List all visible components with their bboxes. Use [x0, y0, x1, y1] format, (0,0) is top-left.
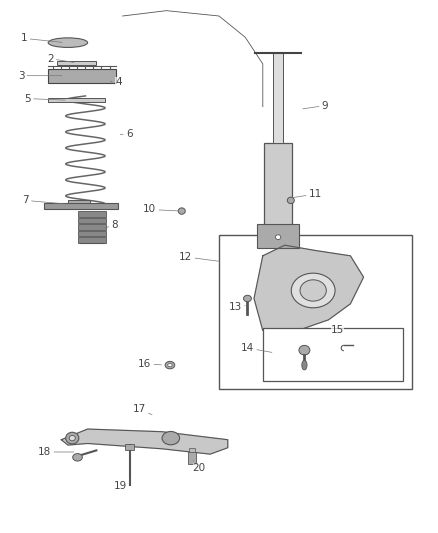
Ellipse shape: [178, 208, 185, 214]
Ellipse shape: [168, 364, 172, 367]
Ellipse shape: [66, 432, 79, 444]
Ellipse shape: [276, 235, 281, 240]
Text: 7: 7: [22, 196, 65, 205]
Text: 10: 10: [143, 205, 178, 214]
Text: 5: 5: [24, 94, 65, 103]
Ellipse shape: [165, 361, 175, 369]
Bar: [78, 212, 106, 217]
Polygon shape: [61, 429, 228, 454]
Ellipse shape: [244, 295, 251, 302]
Text: 20: 20: [193, 461, 206, 473]
Bar: [125, 444, 134, 450]
Bar: [188, 452, 196, 464]
Ellipse shape: [299, 345, 310, 355]
Bar: [219, 235, 412, 389]
Ellipse shape: [73, 454, 82, 461]
Text: 14: 14: [241, 343, 272, 353]
Text: 17: 17: [133, 405, 152, 415]
Text: 6: 6: [120, 130, 133, 139]
Bar: [78, 231, 106, 236]
Text: 13: 13: [229, 302, 245, 312]
Text: 18: 18: [38, 447, 74, 457]
Bar: [68, 200, 90, 203]
Bar: [189, 448, 195, 452]
Ellipse shape: [300, 280, 326, 301]
Text: 12: 12: [179, 252, 220, 262]
Ellipse shape: [162, 432, 180, 445]
Ellipse shape: [69, 435, 75, 441]
Bar: [257, 224, 300, 248]
Bar: [48, 98, 105, 102]
Bar: [44, 203, 118, 209]
Bar: [78, 237, 106, 243]
Text: 4: 4: [110, 77, 122, 86]
Text: 8: 8: [105, 220, 118, 230]
Ellipse shape: [302, 360, 307, 370]
Text: 19: 19: [114, 480, 130, 491]
Text: 1: 1: [21, 34, 62, 43]
Text: 11: 11: [291, 189, 322, 199]
Bar: [57, 61, 96, 65]
Ellipse shape: [291, 273, 335, 308]
Bar: [48, 69, 116, 83]
Bar: [263, 328, 403, 381]
Bar: [273, 53, 283, 143]
Text: 3: 3: [18, 71, 62, 80]
Bar: [78, 224, 106, 230]
Bar: [78, 218, 106, 223]
Text: 9: 9: [303, 101, 328, 110]
Polygon shape: [254, 245, 364, 330]
Text: 16: 16: [138, 359, 162, 368]
Ellipse shape: [287, 197, 294, 204]
Bar: [264, 143, 293, 227]
Ellipse shape: [48, 38, 88, 47]
Text: 2: 2: [47, 54, 74, 63]
Text: 15: 15: [331, 326, 344, 335]
